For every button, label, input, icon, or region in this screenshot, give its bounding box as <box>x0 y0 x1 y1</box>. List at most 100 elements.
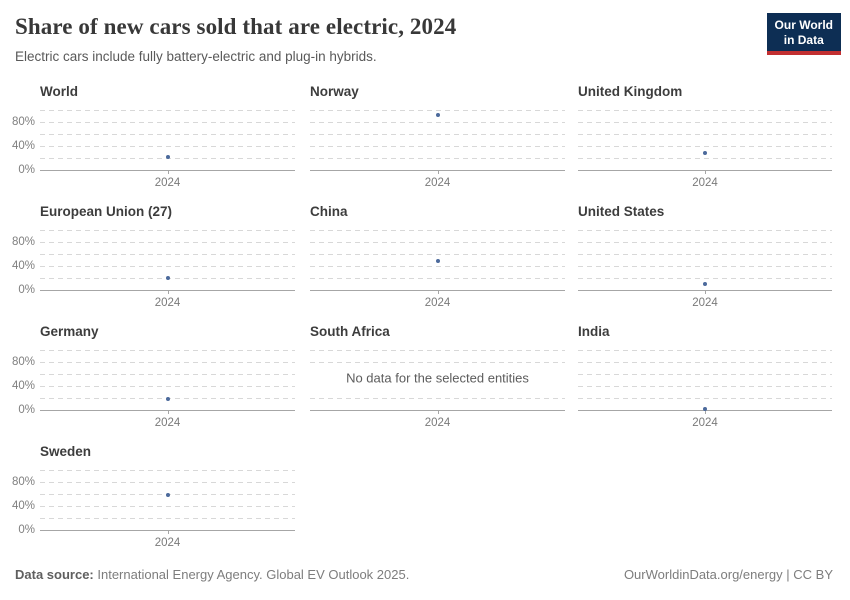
facet-title-south-africa: South Africa <box>310 324 390 339</box>
gridline-100pct <box>578 109 832 111</box>
gridline-100pct <box>578 229 832 231</box>
x-tick-mark <box>167 530 169 534</box>
data-point-united-states[interactable] <box>703 282 707 286</box>
gridline-80pct <box>578 121 832 123</box>
data-source: Data source: International Energy Agency… <box>15 567 409 582</box>
gridline-80pct <box>40 481 295 483</box>
gridline-100pct <box>40 109 295 111</box>
y-tick-label-0: 0% <box>18 524 35 536</box>
facet-title-germany: Germany <box>40 324 99 339</box>
y-tick-label-80: 80% <box>11 476 35 488</box>
gridline-80pct <box>578 361 832 363</box>
facet-plot-united-kingdom: 2024 <box>578 109 832 189</box>
facet-plot-united-states: 2024 <box>578 229 832 309</box>
owid-logo[interactable]: Our World in Data <box>766 13 841 56</box>
x-tick-mark <box>167 410 169 414</box>
y-tick-label-40: 40% <box>11 260 35 272</box>
gridline-60pct <box>310 253 565 255</box>
data-point-world[interactable] <box>165 154 170 159</box>
x-tick-mark <box>167 170 169 174</box>
data-point-germany[interactable] <box>165 396 170 401</box>
owid-logo-line2: in Data <box>783 32 824 47</box>
x-tick-label: 2024 <box>154 177 181 189</box>
facet-title-united-states: United States <box>578 204 665 219</box>
chart-header: Share of new cars sold that are electric… <box>15 13 841 64</box>
page-title: Share of new cars sold that are electric… <box>15 14 457 39</box>
gridline-20pct <box>310 397 565 399</box>
x-tick-label: 2024 <box>154 297 181 309</box>
gridline-80pct <box>40 241 295 243</box>
x-tick-mark <box>167 290 169 294</box>
gridline-60pct <box>578 373 832 375</box>
x-tick-mark <box>437 290 439 294</box>
gridline-40pct <box>578 145 832 147</box>
facet-plot-european-union-27: 0% 40% 80% 2024 <box>12 229 295 309</box>
gridline-40pct <box>40 385 295 387</box>
x-tick-mark <box>705 170 706 174</box>
x-tick-mark <box>705 290 706 294</box>
x-tick-label: 2024 <box>692 177 718 189</box>
gridline-80pct <box>40 121 295 123</box>
gridline-100pct <box>310 229 565 231</box>
facet-title-world: World <box>40 84 78 99</box>
facet-plot-sweden: 0% 40% 80% 2024 <box>12 469 295 549</box>
y-tick-label-80: 80% <box>11 236 35 248</box>
y-tick-label-40: 40% <box>11 500 35 512</box>
x-tick-label: 2024 <box>154 417 181 429</box>
facet-plot-norway: 2024 <box>310 109 565 189</box>
facet-plot-india: 2024 <box>578 349 832 429</box>
gridline-80pct <box>310 241 565 243</box>
x-tick-label: 2024 <box>424 417 451 429</box>
gridline-40pct <box>578 265 832 267</box>
y-tick-label-80: 80% <box>11 356 35 368</box>
y-tick-label-0: 0% <box>18 404 35 416</box>
facet-title-norway: Norway <box>310 84 359 99</box>
y-tick-label-40: 40% <box>11 140 35 152</box>
gridline-100pct <box>40 229 295 231</box>
y-tick-label-0: 0% <box>18 164 35 176</box>
x-tick-label: 2024 <box>154 537 181 549</box>
x-tick-mark <box>437 170 439 174</box>
gridline-60pct <box>40 373 295 375</box>
facet-plot-china: 2024 <box>310 229 565 309</box>
gridline-60pct <box>40 133 295 135</box>
chart-footer: Data source: International Energy Agency… <box>15 567 833 582</box>
x-tick-label: 2024 <box>424 177 451 189</box>
data-source-label: Data source: <box>15 567 94 582</box>
facet-title-european-union-27: European Union (27) <box>40 204 173 219</box>
gridline-100pct <box>310 349 565 351</box>
facet-title-india: India <box>578 324 610 339</box>
x-tick-label: 2024 <box>424 297 451 309</box>
credit-link[interactable]: OurWorldinData.org/energy | CC BY <box>623 567 833 582</box>
gridline-20pct <box>578 397 832 399</box>
x-tick-label: 2024 <box>692 297 718 309</box>
gridline-80pct <box>578 241 832 243</box>
facet-plot-south-africa: 2024 No data for the selected entities <box>310 349 565 429</box>
facet-plot-world: 0% 40% 80% 2024 <box>12 109 295 189</box>
gridline-60pct <box>578 133 832 135</box>
x-tick-mark <box>437 410 439 414</box>
gridline-100pct <box>310 109 565 111</box>
gridline-60pct <box>578 253 832 255</box>
data-point-united-kingdom[interactable] <box>703 151 707 156</box>
gridline-40pct <box>310 145 565 147</box>
facet-title-china: China <box>310 204 348 219</box>
data-point-european-union-27[interactable] <box>165 276 170 280</box>
owid-logo-line1: Our World <box>774 18 833 32</box>
facet-title-united-kingdom: United Kingdom <box>578 84 683 99</box>
data-point-india[interactable] <box>703 406 707 411</box>
y-tick-label-0: 0% <box>18 284 35 296</box>
data-point-sweden[interactable] <box>165 492 170 497</box>
y-tick-label-80: 80% <box>11 116 35 128</box>
data-point-china[interactable] <box>435 259 440 264</box>
gridline-20pct <box>578 277 832 279</box>
page-subtitle: Electric cars include fully battery-elec… <box>15 49 377 64</box>
gridline-80pct <box>40 361 295 363</box>
data-point-norway[interactable] <box>435 112 440 117</box>
gridline-20pct <box>578 157 832 159</box>
gridline-100pct <box>40 469 295 471</box>
gridline-20pct <box>310 277 565 279</box>
gridline-60pct <box>310 133 565 135</box>
gridline-60pct <box>40 253 295 255</box>
